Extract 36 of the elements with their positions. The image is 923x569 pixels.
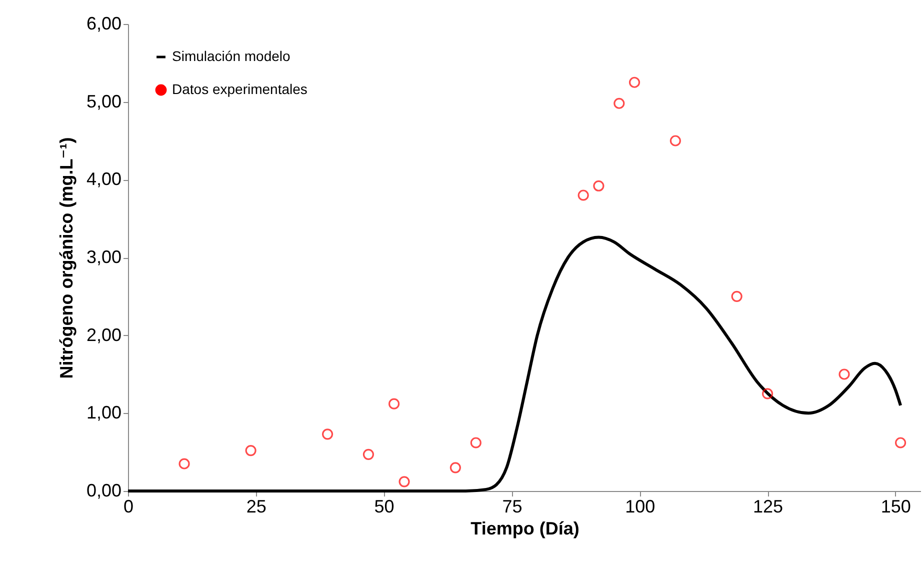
y-tick-label: 3,00 [86,247,122,267]
x-tick-label: 125 [752,496,784,516]
point [322,428,334,440]
point [470,437,482,448]
x-tick-label: 25 [246,496,266,516]
point [578,190,589,201]
point [894,437,906,448]
x-tick-label: 100 [625,496,656,516]
legend-label: Datos experimentales [172,81,308,97]
x-tick-label: 150 [880,496,911,516]
point [614,98,625,109]
point [450,462,461,474]
point [670,135,681,146]
point [593,180,604,192]
point [628,76,640,88]
line-series [126,236,902,492]
x-tick-label: 50 [374,496,394,516]
point [178,458,190,470]
y-tick-label: 1,00 [86,402,122,423]
point [762,388,774,400]
y-tick-label: 4,00 [86,169,122,190]
y-tick-label: 5,00 [86,91,122,112]
y-tick-label: 6,00 [86,14,122,34]
y-tick-label: 0,00 [86,480,122,500]
y-tick-label: 2,00 [86,324,122,345]
point [838,368,850,380]
point [245,444,256,456]
point [731,290,742,302]
y-axis-title: Nitrógeno orgánico (mg.L⁻¹) [56,137,76,379]
x-tick-label: 0 [123,496,134,516]
x-tick-label: 75 [502,496,522,516]
point [362,448,374,460]
x-axis-title: Tiempo (Día) [470,518,580,538]
legend-label: Simulación modelo [172,48,290,64]
point [398,476,410,488]
point [388,398,400,410]
